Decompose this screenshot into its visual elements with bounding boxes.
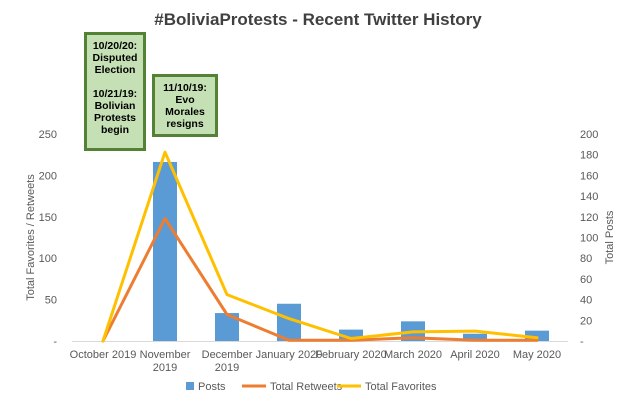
y2-tick-label: 120 [580,212,598,224]
x-tick-label: February 2020 [315,349,387,361]
annotation-evo-morales-resigns: 11/10/19: Evo Morales resigns [152,74,218,137]
line-total-favorites [101,150,539,343]
annotation-disputed-election: 10/20/20: Disputed Election 10/21/19: Bolivi… [84,32,146,151]
x-tick-label: October 2019 [70,349,137,361]
legend-swatch-posts [186,382,194,390]
annotation-line: begin [101,124,129,136]
annotation-line: Election [94,64,136,76]
y2-tick-label: 200 [580,129,598,141]
y2-tick-label: 100 [580,233,598,245]
annotation-line: 10/20/20: [92,40,138,52]
y-tick-label: 150 [39,212,57,224]
line-total-retweets [101,217,539,343]
annotation-line: 10/21/19: [92,88,138,100]
x-tick-label-year: 2019 [153,362,177,374]
y-tick-label: - [53,336,57,348]
y2-tick-label: 80 [580,253,592,265]
annotation-line: Evo [175,94,195,106]
x-tick-label: May 2020 [513,349,561,361]
legend-label-posts: Posts [198,381,226,393]
annotation-gap [87,76,143,88]
legend-label-total-retweets: Total Retweets [270,381,343,393]
annotation-line: Disputed [92,52,138,64]
y2-tick-label: 40 [580,295,592,307]
annotation-line: Protests [93,112,136,124]
y-tick-label: 250 [39,129,57,141]
annotation-line: resigns [166,118,204,130]
x-tick-label: December [202,349,253,361]
y-tick-label: 100 [39,253,57,265]
y2-axis-title: Total Posts [604,210,616,264]
x-tick-label: April 2020 [450,349,500,361]
y-axis-title: Total Favorites / Retweets [25,174,37,301]
y2-tick-label: - [580,336,584,348]
y2-tick-label: 160 [580,170,598,182]
annotation-line: Morales [165,106,205,118]
bar-posts [339,329,363,341]
annotation-line: Bolivian [94,100,136,112]
y2-tick-label: 180 [580,150,598,162]
bar-posts [463,333,487,341]
y-tick-label: 50 [45,295,57,307]
legend-label-total-favorites: Total Favorites [365,381,437,393]
chart-title: #BoliviaProtests - Recent Twitter Histor… [154,10,482,29]
y-tick-label: 200 [39,170,57,182]
bar-posts [153,161,177,341]
x-tick-label: January 2020 [256,349,323,361]
annotation-line: 11/10/19: [163,82,207,94]
bar-posts [525,330,549,341]
y2-tick-label: 60 [580,274,592,286]
x-tick-label: March 2020 [384,349,442,361]
x-tick-label: November [140,349,191,361]
y2-tick-label: 20 [580,315,592,327]
y2-tick-label: 140 [580,191,598,203]
x-tick-label-year: 2019 [215,362,239,374]
